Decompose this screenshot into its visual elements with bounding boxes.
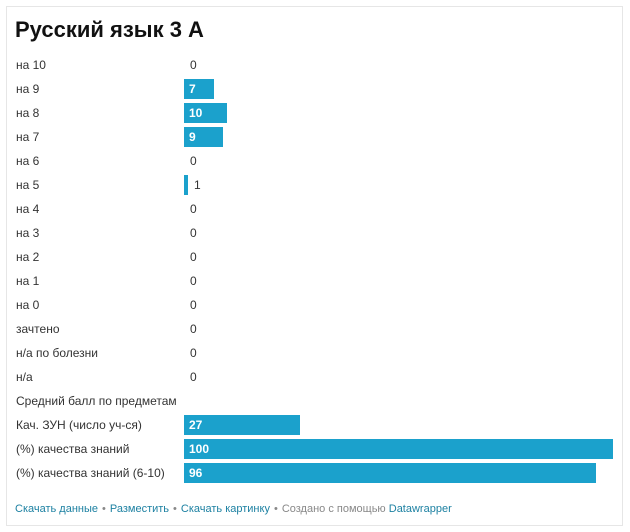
category-label: зачтено — [16, 322, 60, 336]
datawrapper-link[interactable]: Datawrapper — [388, 503, 452, 515]
value-label: 96 — [189, 466, 203, 480]
category-label: на 8 — [16, 106, 40, 120]
category-label: н/а по болезни — [16, 346, 98, 360]
category-label: на 5 — [16, 178, 40, 192]
bar — [184, 415, 300, 435]
footer-separator: • — [102, 503, 106, 515]
download-data-link[interactable]: Скачать данные — [15, 503, 99, 515]
value-label: 9 — [189, 130, 196, 144]
category-label: (%) качества знаний — [16, 442, 129, 456]
category-label: н/а — [16, 370, 33, 384]
value-label: 0 — [190, 58, 197, 72]
category-label: на 7 — [16, 130, 40, 144]
bar — [184, 463, 596, 483]
category-label: на 2 — [16, 250, 40, 264]
category-label: на 4 — [16, 202, 40, 216]
category-label: на 10 — [16, 58, 46, 72]
value-label: 0 — [190, 154, 197, 168]
created-with-text: Создано с помощью — [281, 503, 386, 515]
value-label: 100 — [189, 442, 209, 456]
value-label: 7 — [189, 82, 196, 96]
category-label: на 6 — [16, 154, 40, 168]
bar — [184, 127, 223, 147]
category-label: Средний балл по предметам — [16, 394, 177, 408]
category-label: на 0 — [16, 298, 40, 312]
value-label: 0 — [190, 322, 197, 336]
value-label: 0 — [190, 202, 197, 216]
chart-title: Русский язык 3 А — [15, 17, 204, 42]
value-label: 0 — [190, 346, 197, 360]
footer-separator: • — [173, 503, 177, 515]
bar — [184, 103, 227, 123]
footer-separator: • — [273, 503, 278, 515]
bar — [184, 439, 613, 459]
value-label: 0 — [190, 226, 197, 240]
chart-footer: Скачать данные • Разместить • Скачать картин… — [15, 503, 452, 515]
category-label: на 9 — [16, 82, 40, 96]
bar — [184, 79, 214, 99]
category-label: на 1 — [16, 274, 40, 288]
value-label: 0 — [190, 274, 197, 288]
value-label: 1 — [194, 178, 201, 192]
category-label: Кач. ЗУН (число уч-ся) — [16, 418, 142, 432]
value-label: 0 — [190, 250, 197, 264]
value-label: 27 — [189, 418, 203, 432]
value-label: 0 — [190, 298, 197, 312]
category-label: (%) качества знаний (6-10) — [16, 466, 165, 480]
category-label: на 3 — [16, 226, 40, 240]
embed-link[interactable]: Разместить — [109, 503, 170, 515]
bar — [184, 175, 188, 195]
chart-frame — [6, 6, 623, 526]
value-label: 10 — [189, 106, 203, 120]
value-label: 0 — [190, 370, 197, 384]
download-image-link[interactable]: Скачать картинку — [180, 503, 270, 515]
